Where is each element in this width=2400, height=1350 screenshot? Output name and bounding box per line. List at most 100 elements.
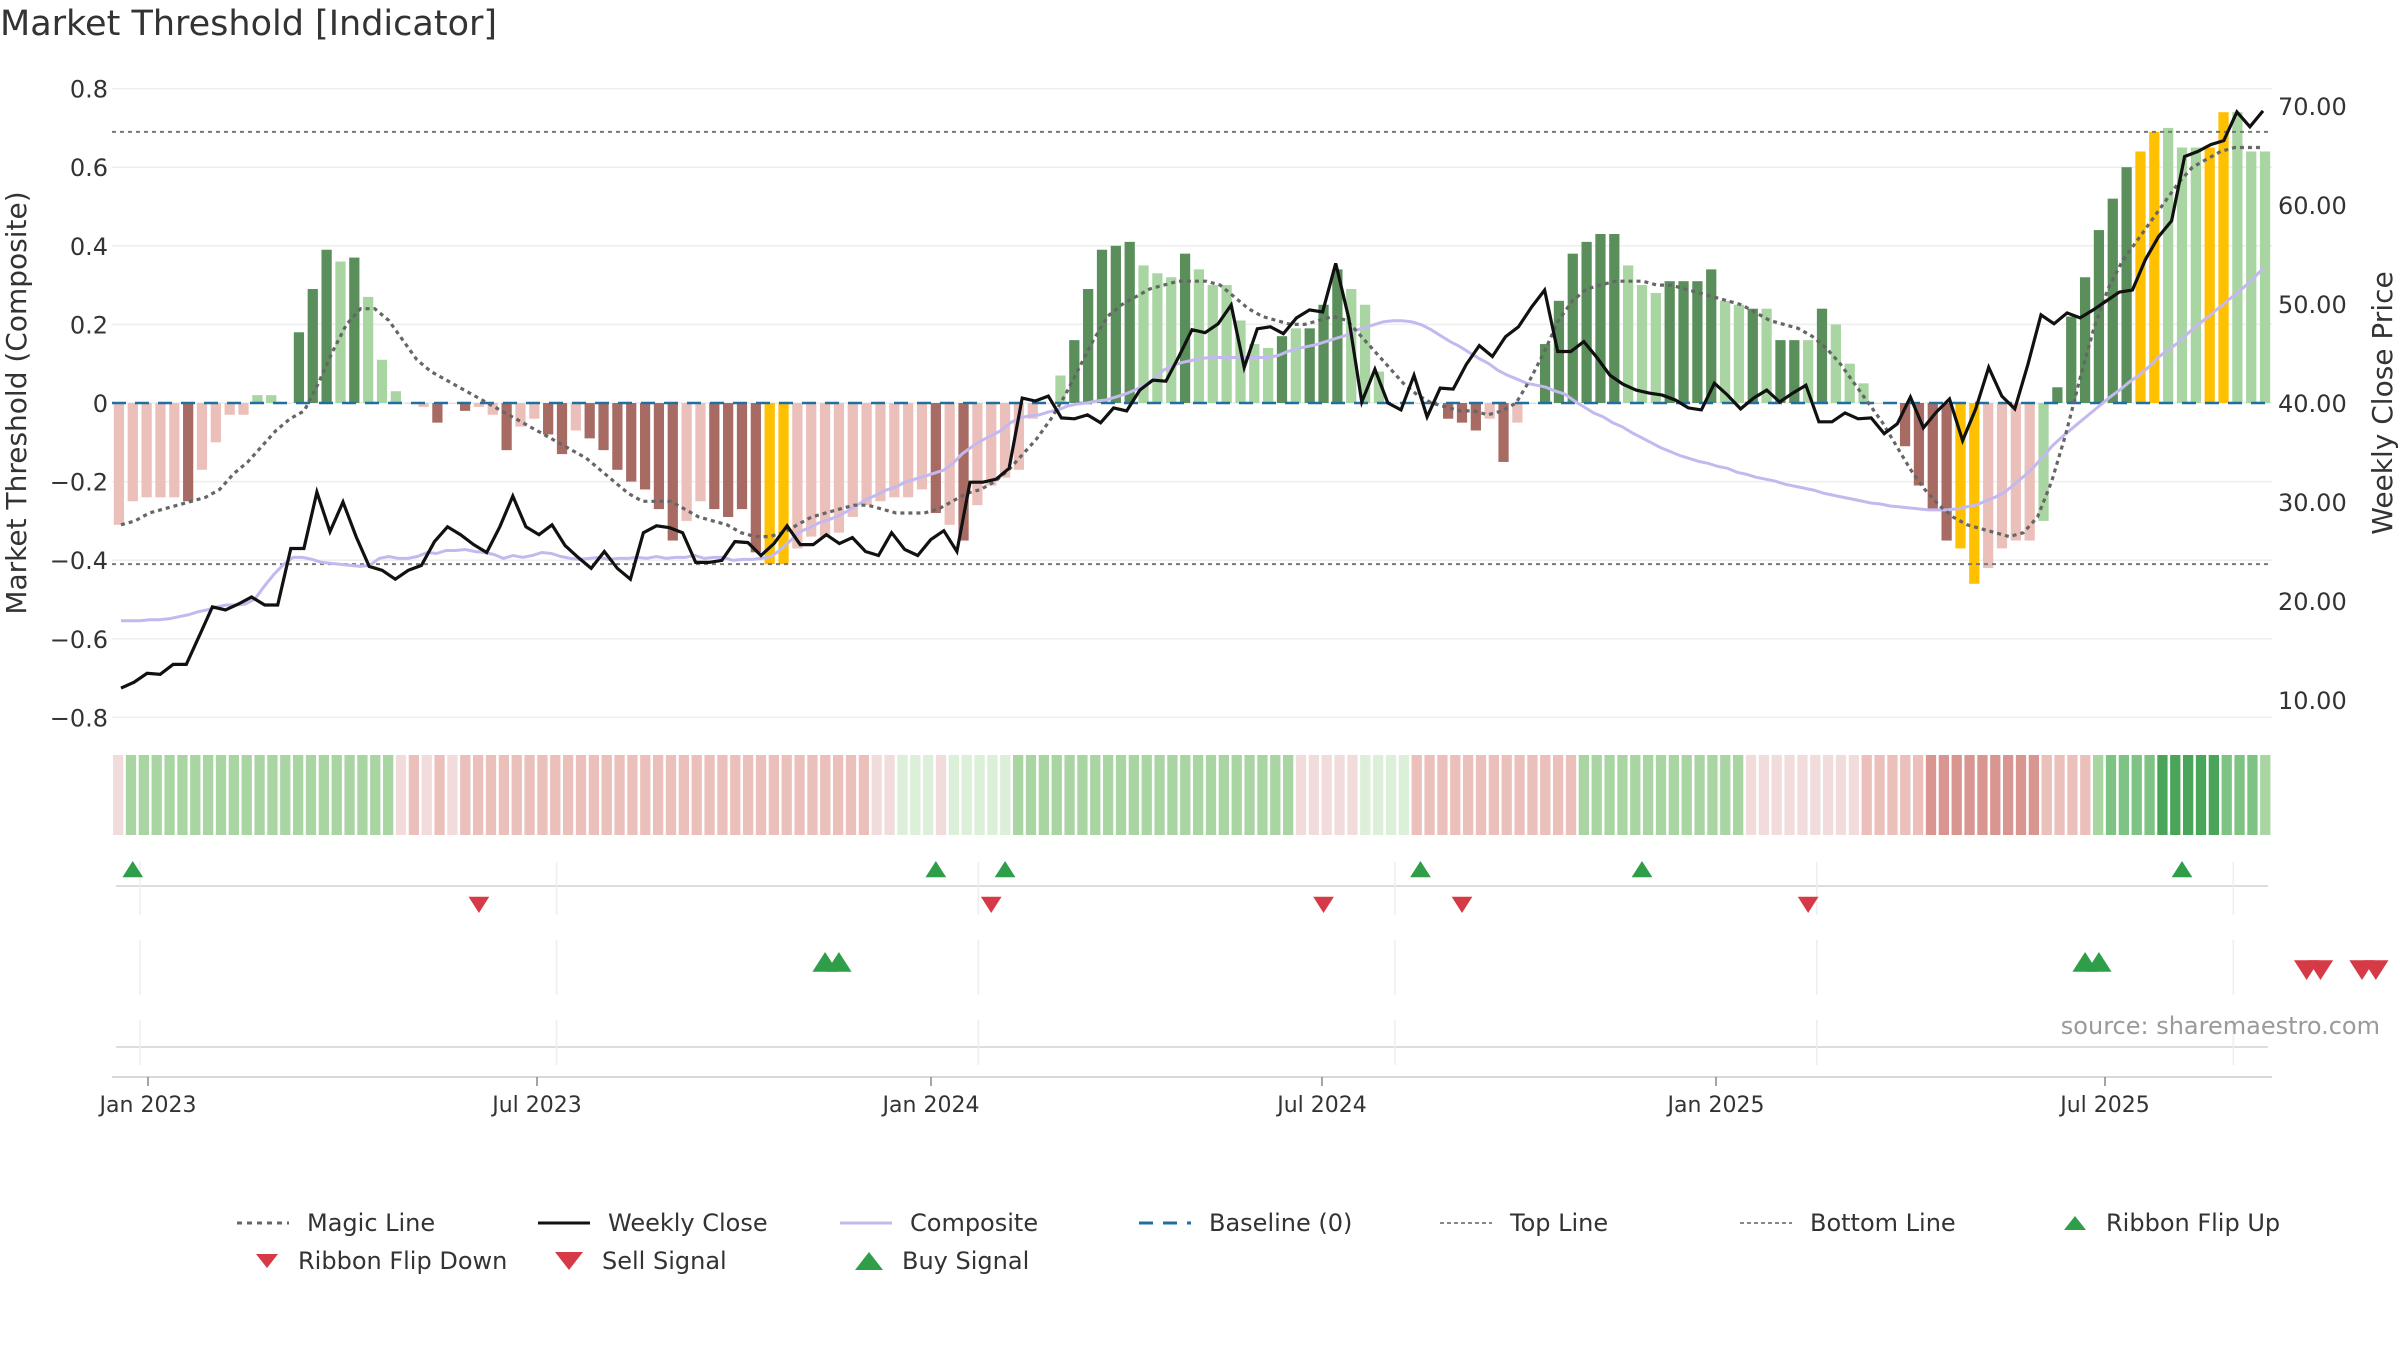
ribbon-flip-down-marker [1797,896,1819,913]
ribbon-cell [2067,755,2078,835]
ribbon-cell [228,755,239,835]
composite-bar [1263,347,1274,403]
ribbon-cell [1758,755,1769,835]
legend-top-line[interactable]: Top Line [1438,1205,1608,1241]
composite-bar [1899,403,1911,447]
buy-signal-marker [826,952,852,972]
ribbon-cell [1733,755,1744,835]
composite-bar [349,257,360,403]
composite-bar [1166,277,1177,403]
composite-bar [2010,403,2021,541]
ribbon-cell [305,755,317,835]
composite-bar [2259,151,2271,403]
ribbon-cell [627,755,638,835]
legend-buy-signal[interactable]: Buy Signal [852,1243,1029,1279]
ribbon-cell [2157,755,2168,835]
legend-baseline[interactable]: Baseline (0) [1137,1205,1352,1241]
legend-bottom-line-label: Bottom Line [1810,1209,1956,1237]
composite-bar [1623,265,1634,403]
ribbon-cell [1411,755,1422,835]
composite-bar [626,403,637,482]
ribbon-cell [203,755,214,835]
composite-bar [2218,112,2229,404]
ribbon-cell [447,755,458,835]
ribbon-flip-up-marker [2171,861,2193,878]
ribbon-cell [293,755,304,835]
composite-bar [1152,273,1163,403]
x-tick-label: Jul 2023 [490,1093,582,1118]
composite-bar [1595,234,1606,403]
composite-bar [681,403,692,521]
composite-bar [2232,112,2243,404]
composite-bar [584,403,595,439]
x-tick-label: Jan 2024 [881,1093,980,1118]
ribbon-cell [1231,755,1242,835]
composite-bar [1415,403,1426,404]
composite-bar [612,403,623,470]
ribbon-cell [2144,755,2155,835]
composite-bar [1249,344,1260,403]
ribbon-cell [2208,755,2219,835]
composite-bar [1193,269,1205,403]
composite-bar [487,403,498,415]
ribbon-cell [1527,755,1538,835]
ribbon-cell [1810,755,1821,835]
composite-bar [1858,383,1869,403]
ribbon-cell [1540,755,1551,835]
composite-bar [1941,403,1952,541]
ribbon-cell [884,755,895,835]
y-axis-left-title: Market Threshold (Composite) [0,191,33,614]
ribbon-cell [357,755,368,835]
ribbon-cell [897,755,908,835]
ribbon-cell [871,755,882,835]
composite-bar [1456,403,1468,423]
composite-bar [2176,147,2188,403]
composite-bar [1332,269,1343,403]
composite-bar [1983,403,1994,569]
ribbon-cell [1604,755,1615,835]
composite-bar [667,403,678,541]
composite-bar [1484,403,1495,419]
ribbon-cell [550,755,561,835]
composite-bar [1969,403,1980,584]
ribbon-cell [1038,755,1049,835]
ribbon-cell [2105,755,2117,835]
composite-bar [847,403,858,517]
legend-weekly-close[interactable]: Weekly Close [536,1205,768,1241]
legend: Magic Line Weekly Close Composite Baseli… [0,1195,2400,1315]
ribbon-cell [614,755,625,835]
ribbon-cell [190,755,201,835]
composite-bar [1318,304,1329,403]
composite-bar [1719,300,1731,403]
ribbon-cell [2028,755,2039,835]
composite-bar [875,403,886,502]
ribbon-cell [1103,755,1114,835]
legend-ribbon-flip-down[interactable]: Ribbon Flip Down [252,1243,507,1279]
legend-magic-line-swatch [237,1221,289,1225]
ribbon-cell [344,755,355,835]
ribbon-cell [1244,755,1255,835]
left-tick-label: 0 [93,390,108,418]
ribbon-cell [2170,755,2181,835]
ribbon-cell [2131,755,2142,835]
ribbon-cell [987,755,998,835]
ribbon-cell [1720,755,1731,835]
legend-magic-line[interactable]: Magic Line [235,1205,435,1241]
ribbon-cell [1128,755,1139,835]
left-tick-label: 0.6 [70,154,108,182]
legend-bottom-line[interactable]: Bottom Line [1738,1205,1956,1241]
legend-baseline-label: Baseline (0) [1209,1209,1353,1237]
ribbon-cell [1823,755,1834,835]
composite-bar [238,403,249,415]
legend-sell-signal[interactable]: Sell Signal [552,1243,727,1279]
ribbon-cell [1090,755,1101,835]
legend-ribbon-flip-down-swatch [256,1254,278,1268]
legend-ribbon-flip-up[interactable]: Ribbon Flip Up [2060,1205,2280,1241]
legend-buy-signal-swatch [855,1252,883,1270]
legend-weekly-close-label: Weekly Close [608,1209,768,1237]
composite-bar [556,403,568,455]
composite-bar [1526,403,1537,404]
source-note: source: sharemaestro.com [2060,1012,2380,1040]
composite-bar [2135,151,2146,403]
legend-composite[interactable]: Composite [838,1205,1038,1241]
